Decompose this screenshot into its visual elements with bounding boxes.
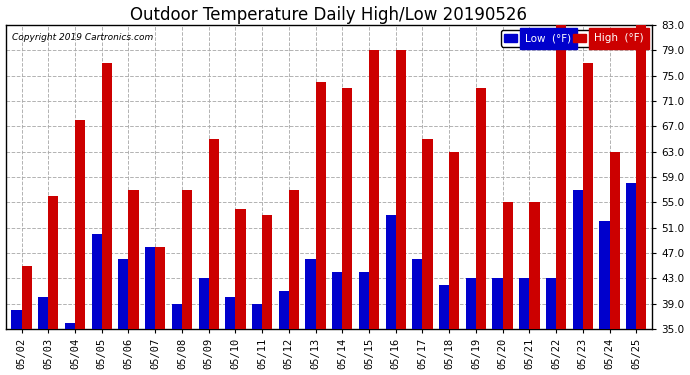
Bar xyxy=(12,310,21,329)
Bar xyxy=(529,202,540,329)
Bar xyxy=(75,120,85,329)
Bar xyxy=(65,323,75,329)
Bar xyxy=(155,247,166,329)
Bar xyxy=(502,202,513,329)
Bar xyxy=(279,291,289,329)
Bar xyxy=(48,196,59,329)
Bar xyxy=(306,260,315,329)
Text: Copyright 2019 Cartronics.com: Copyright 2019 Cartronics.com xyxy=(12,33,153,42)
Bar xyxy=(262,215,273,329)
Bar xyxy=(583,63,593,329)
Bar xyxy=(493,279,502,329)
Bar xyxy=(235,209,246,329)
Bar xyxy=(396,51,406,329)
Bar xyxy=(573,190,583,329)
Bar xyxy=(199,279,208,329)
Bar xyxy=(118,260,128,329)
Bar xyxy=(386,215,396,329)
Bar xyxy=(342,88,353,329)
Bar xyxy=(21,266,32,329)
Bar xyxy=(476,88,486,329)
Bar xyxy=(449,152,460,329)
Bar xyxy=(439,285,449,329)
Bar xyxy=(359,272,369,329)
Bar xyxy=(128,190,139,329)
Bar xyxy=(466,279,476,329)
Bar xyxy=(600,222,609,329)
Bar xyxy=(289,190,299,329)
Bar xyxy=(182,190,192,329)
Bar xyxy=(413,260,422,329)
Bar xyxy=(208,139,219,329)
Legend: Low  (°F), High  (°F): Low (°F), High (°F) xyxy=(502,30,647,46)
Bar xyxy=(556,25,566,329)
Bar xyxy=(38,297,48,329)
Bar xyxy=(369,51,380,329)
Bar xyxy=(145,247,155,329)
Title: Outdoor Temperature Daily High/Low 20190526: Outdoor Temperature Daily High/Low 20190… xyxy=(130,6,527,24)
Bar xyxy=(252,304,262,329)
Bar xyxy=(315,82,326,329)
Bar xyxy=(172,304,182,329)
Bar xyxy=(101,63,112,329)
Bar xyxy=(422,139,433,329)
Bar xyxy=(636,25,647,329)
Bar xyxy=(92,234,101,329)
Bar xyxy=(332,272,342,329)
Bar xyxy=(225,297,235,329)
Bar xyxy=(546,279,556,329)
Bar xyxy=(626,183,636,329)
Bar xyxy=(609,152,620,329)
Bar xyxy=(519,279,529,329)
